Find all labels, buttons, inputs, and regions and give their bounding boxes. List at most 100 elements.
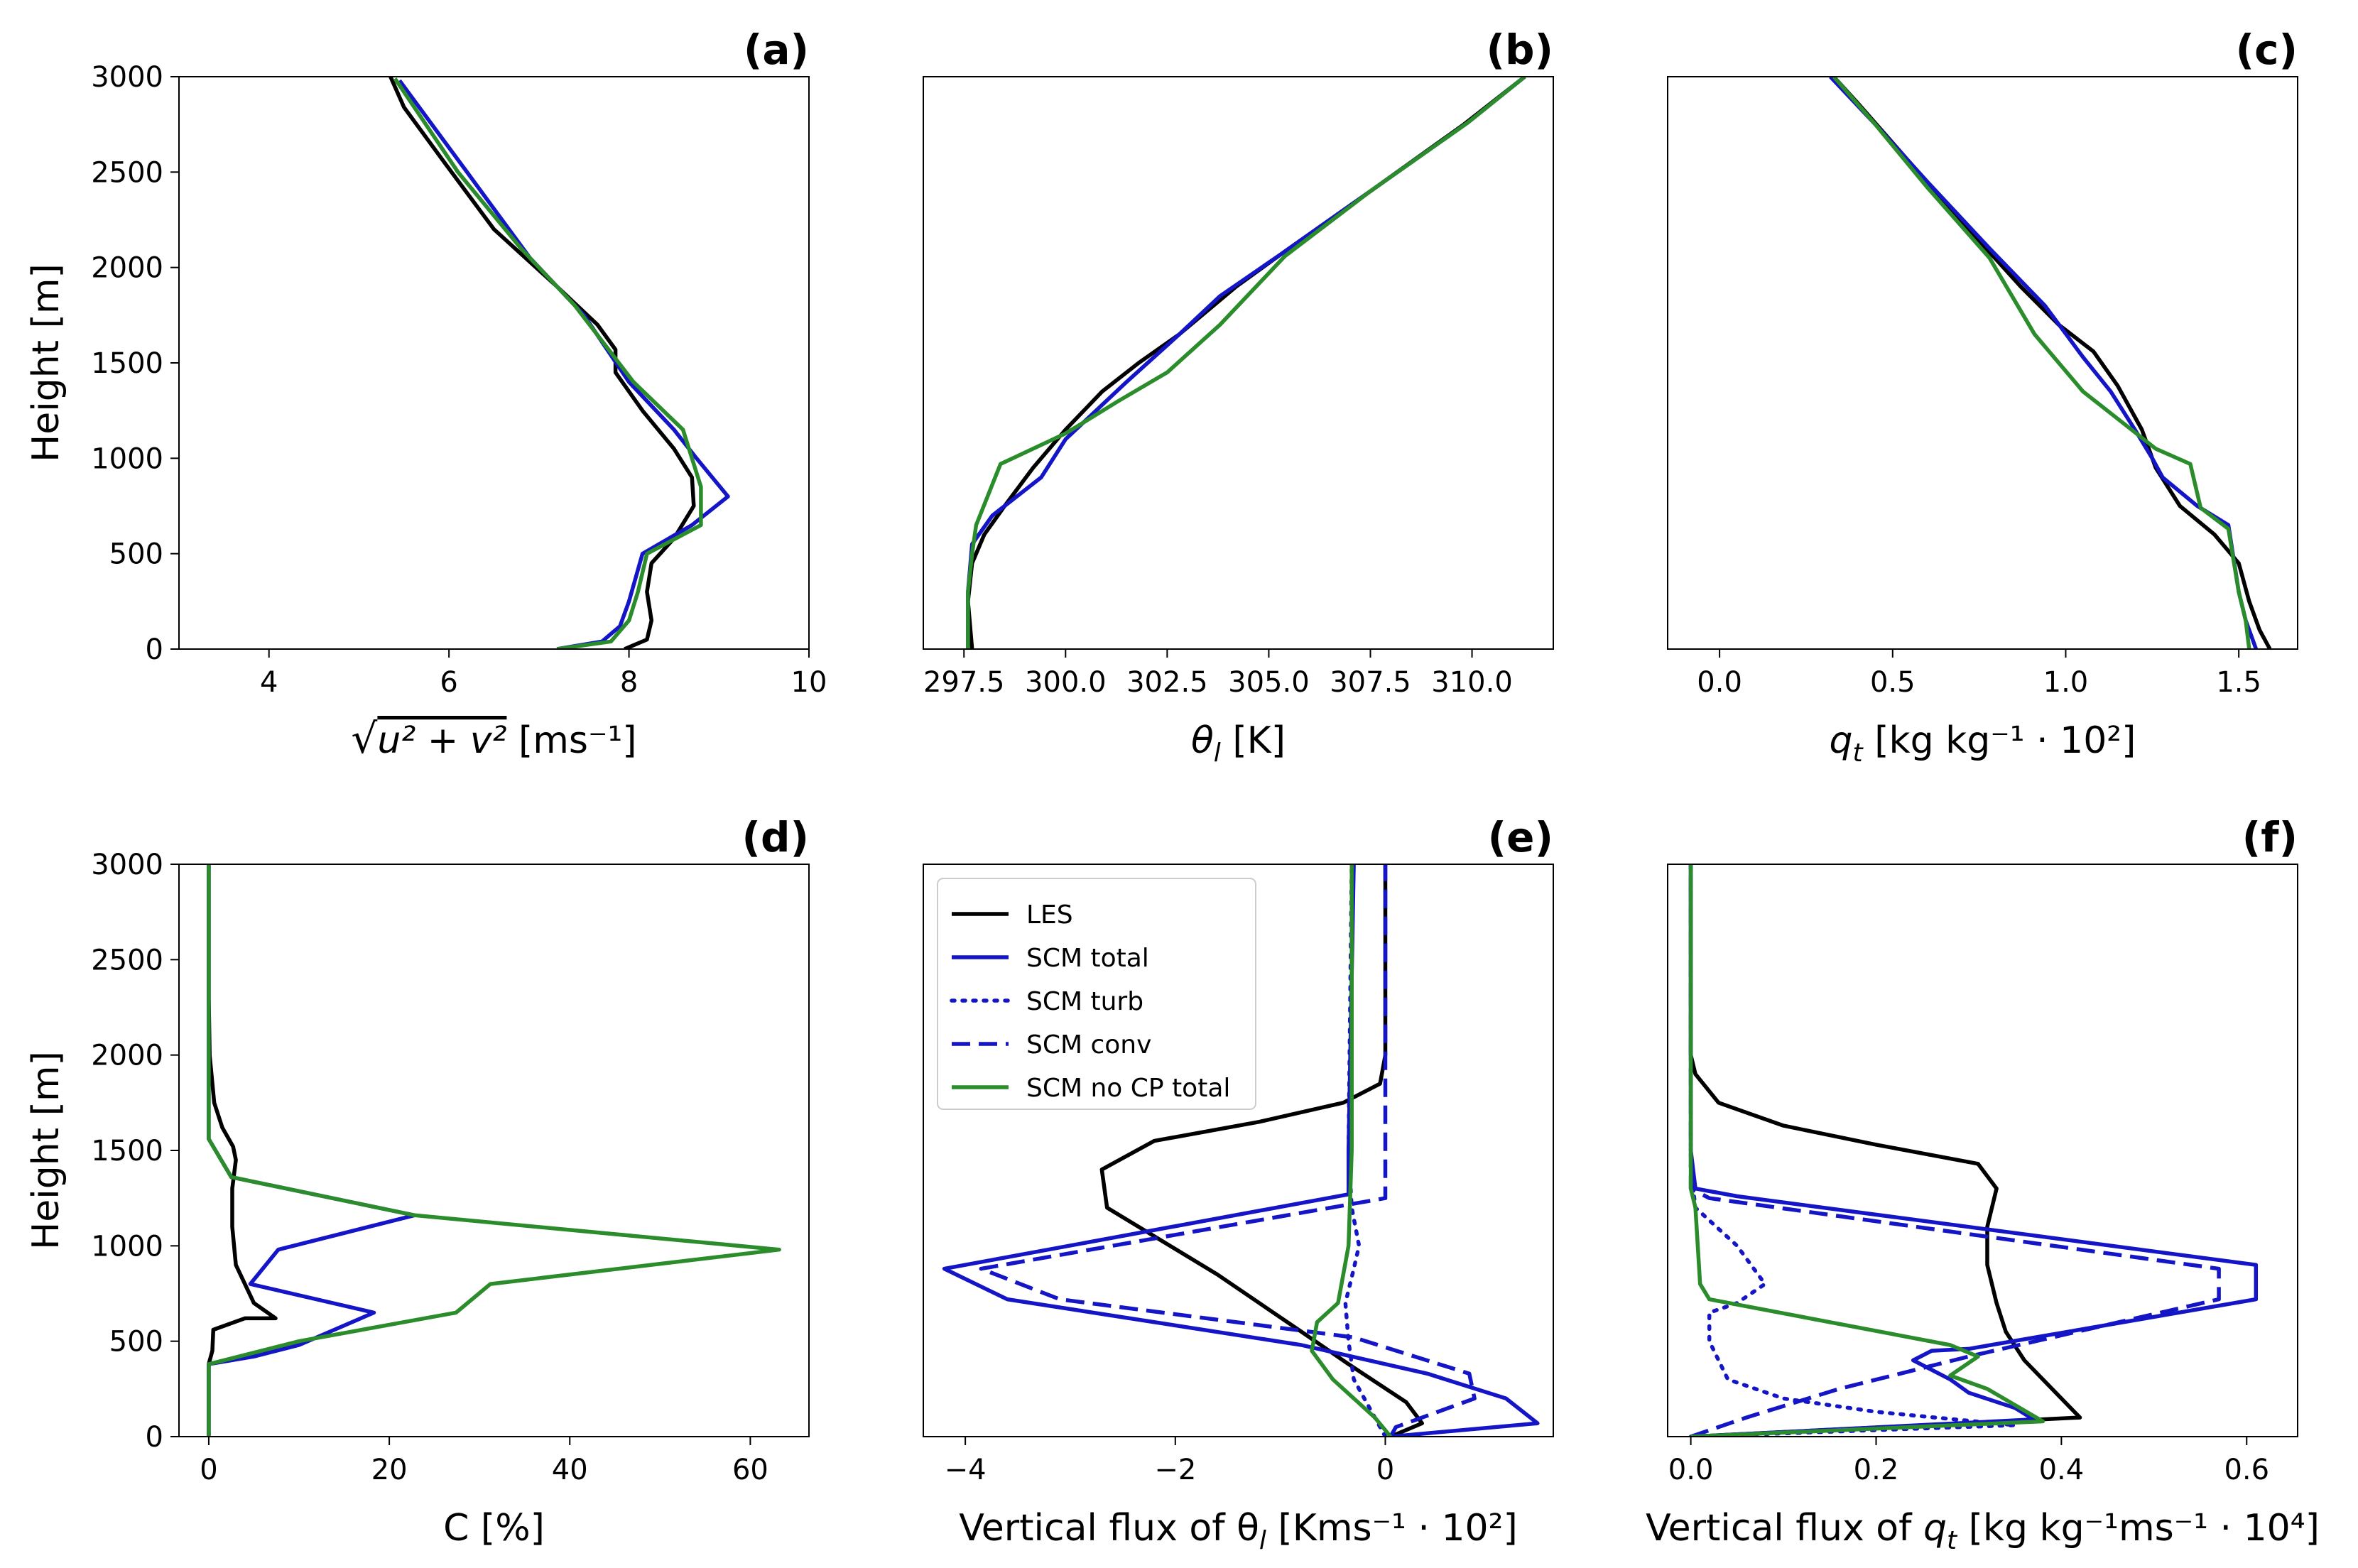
panel-a: 4 6 8 10 0 500 1000 1500 2000 2500 3000 (a) Height [… — [25, 26, 827, 763]
xlabel-prefix: Vertical flux of — [1646, 1507, 1923, 1550]
series-line-scm-total — [966, 77, 1526, 649]
series-line-les — [1832, 77, 2272, 649]
xlabel-symbol: θ — [1191, 719, 1214, 762]
xlabel-root-sign: √ — [351, 714, 377, 763]
series-line-scm-total — [207, 864, 417, 1437]
panel-e-series — [942, 864, 1540, 1437]
xlabel-text: C [%] — [443, 1507, 545, 1550]
y-tick-label: 3000 — [91, 849, 163, 881]
y-tick-label: 3000 — [91, 61, 163, 94]
axes-frame — [1667, 76, 2298, 650]
y-tick-label: 1000 — [91, 1230, 163, 1263]
axes-frame — [923, 76, 1554, 650]
axes-frame — [923, 864, 1554, 1437]
panel-title: (b) — [1486, 26, 1553, 74]
series-line-scm-no-cp-total — [1832, 77, 2251, 649]
x-tick-label: 0.6 — [2224, 1454, 2269, 1486]
y-tick-label: 1500 — [91, 347, 163, 380]
x-tick-label: 300.0 — [1025, 666, 1107, 699]
panel-f: 0.0 0.2 0.4 0.6 (f) Vertical flux of qt [kg k… — [1646, 813, 2320, 1555]
xlabel-symbol: q — [1830, 719, 1853, 762]
legend-entry: SCM conv — [1026, 1030, 1151, 1060]
series-line-scm-total — [942, 864, 1540, 1437]
x-tick-label: 1.5 — [2216, 666, 2261, 699]
x-tick-label: 302.5 — [1126, 666, 1208, 699]
panel-d-series — [207, 864, 781, 1437]
x-tick-label: −4 — [945, 1454, 987, 1486]
xlabel-subscript: l — [1214, 739, 1221, 768]
y-tick-label: 500 — [109, 538, 163, 571]
xlabel-unit: [K] — [1221, 719, 1286, 762]
panel-title: (f) — [2242, 813, 2298, 861]
legend-box — [937, 878, 1256, 1110]
xlabel-radicand: u² + v² — [377, 719, 506, 762]
legend-entry: SCM turb — [1026, 987, 1143, 1016]
xlabel-subscript: l — [1259, 1526, 1266, 1555]
x-tick-label: 310.0 — [1431, 666, 1513, 699]
x-axis-label: Vertical flux of qt [kg kg⁻¹ms⁻¹ · 10⁴] — [1646, 1507, 2320, 1555]
axes-frame — [178, 76, 810, 650]
xlabel-unit: [kg kg⁻¹ms⁻¹ · 10⁴] — [1957, 1507, 2320, 1550]
series-line-les — [966, 77, 1526, 649]
xlabel-unit: [ms⁻¹] — [506, 719, 636, 762]
y-tick-label: 2000 — [91, 1040, 163, 1072]
series-line-les — [389, 77, 696, 649]
y-tick-label: 1500 — [91, 1135, 163, 1167]
x-tick-label: 0 — [1376, 1454, 1394, 1486]
x-tick-label: 0.2 — [1854, 1454, 1899, 1486]
x-tick-label: 305.0 — [1228, 666, 1310, 699]
series-line-les — [1688, 864, 2082, 1437]
x-tick-label: −2 — [1154, 1454, 1196, 1486]
y-tick-label: 0 — [146, 1421, 163, 1454]
legend: LES SCM total SCM turb SCM conv SCM no CP to… — [937, 878, 1256, 1110]
panel-c-series — [1829, 77, 2272, 649]
panel-title: (e) — [1488, 813, 1553, 861]
x-tick-label: 0.5 — [1870, 666, 1916, 699]
x-axis-label: θl [K] — [1191, 719, 1286, 768]
x-tick-label: 0.0 — [1697, 666, 1742, 699]
x-tick-label: 0 — [200, 1454, 217, 1486]
y-tick-label: 0 — [146, 633, 163, 666]
x-tick-label: 60 — [732, 1454, 768, 1486]
y-tick-label: 2500 — [91, 156, 163, 189]
y-tick-label: 2000 — [91, 252, 163, 285]
x-tick-label: 0.0 — [1668, 1454, 1714, 1486]
x-tick-label: 0.4 — [2039, 1454, 2085, 1486]
panel-e: −4 −2 0 (e) Vertical flux of θl [Kms⁻¹ · 10²… — [923, 813, 1554, 1555]
xlabel-subscript: t — [1853, 739, 1864, 768]
panel-c: 0.0 0.5 1.0 1.5 (c) qt [kg kg⁻¹ · 10²] — [1667, 26, 2298, 768]
legend-entry: SCM total — [1026, 944, 1149, 973]
series-line-scm-conv — [979, 864, 1477, 1437]
panel-title: (d) — [741, 813, 809, 861]
x-axis-label: C [%] — [443, 1507, 545, 1550]
x-tick-label: 4 — [260, 666, 278, 699]
x-tick-label: 1.0 — [2043, 666, 2089, 699]
x-tick-label: 40 — [552, 1454, 588, 1486]
x-axis-label: √u² + v² [ms⁻¹] — [351, 714, 636, 763]
panel-d: 0 20 40 60 0 500 1000 1500 2000 2500 3000 (d) Height… — [25, 813, 810, 1550]
panel-title: (a) — [744, 26, 809, 74]
xlabel-symbol: q — [1923, 1507, 1947, 1550]
y-tick-label: 1000 — [91, 442, 163, 475]
xlabel-unit: [Kms⁻¹ · 10²] — [1266, 1507, 1518, 1550]
series-line-scm-no-cp-total — [393, 77, 703, 649]
series-line-les — [207, 864, 278, 1437]
x-tick-label: 10 — [791, 666, 827, 699]
x-tick-label: 6 — [440, 666, 457, 699]
panel-title: (c) — [2236, 26, 2298, 74]
series-line-scm-no-cp-total — [1688, 864, 2045, 1437]
series-line-scm-conv — [1688, 864, 2221, 1437]
panel-b: 297.5 300.0 302.5 305.0 307.5 310.0 (b) θl [K] — [923, 26, 1554, 768]
series-line-scm-total — [1688, 864, 2259, 1437]
legend-entry: SCM no CP total — [1026, 1074, 1230, 1103]
y-tick-label: 2500 — [91, 944, 163, 976]
series-line-scm-no-cp-total — [966, 77, 1526, 649]
x-tick-label: 297.5 — [923, 666, 1005, 699]
panel-a-series — [389, 77, 730, 649]
x-tick-label: 8 — [620, 666, 638, 699]
panel-f-series — [1688, 864, 2259, 1437]
x-axis-label: qt [kg kg⁻¹ · 10²] — [1830, 719, 2136, 768]
axes-frame — [1667, 864, 2298, 1437]
series-line-scm-no-cp-total — [207, 864, 781, 1437]
